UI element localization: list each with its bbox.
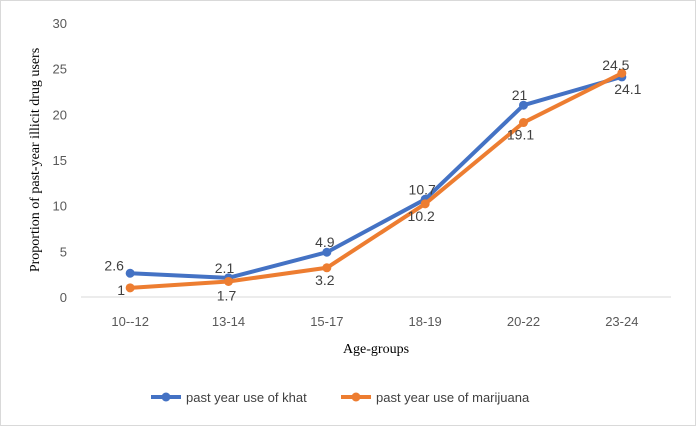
y-tick-label: 0 [60,290,67,305]
x-axis-ticks: 10--12 13-14 15-17 18-19 20-22 23-24 [111,314,638,329]
data-label: 19.1 [507,127,534,143]
data-label: 24.1 [614,81,641,97]
y-tick-label: 25 [53,62,67,77]
y-tick-label: 5 [60,244,67,259]
data-point [125,283,135,293]
series-line-1 [128,74,624,280]
y-axis-ticks: 0 5 10 15 20 25 30 [53,16,67,305]
legend-swatch-marker [161,392,171,402]
x-tick-label: 10--12 [111,314,149,329]
data-point [224,276,233,286]
data-point [322,263,332,273]
x-tick-label: 20-22 [507,314,540,329]
x-axis-title: Age-groups [343,342,409,357]
data-label: 2.6 [104,257,124,273]
data-label: 3.2 [315,272,335,288]
data-point [420,199,430,209]
series-lines [125,68,627,293]
data-labels: 2.6 2.1 4.9 10.7 21 24.1 1 1.7 3.2 10.2 19.1 24.5 [104,57,641,303]
data-label: 21 [512,87,528,103]
data-label: 1.7 [217,287,237,303]
x-tick-label: 13-14 [212,314,245,329]
x-tick-label: 15-17 [310,314,343,329]
x-tick-label: 18-19 [409,314,442,329]
data-point [519,118,528,128]
data-point [519,100,528,110]
data-label: 4.9 [315,234,335,250]
y-tick-label: 10 [53,199,67,214]
data-label: 2.1 [215,260,235,276]
data-point [125,268,135,278]
data-label: 10.7 [409,181,436,197]
data-point [322,247,332,257]
data-label: 1 [117,282,125,298]
legend-label: past year use of marijuana [376,390,530,405]
legend-label: past year use of khat [186,390,307,405]
data-label: 24.5 [602,57,629,73]
x-tick-label: 23-24 [605,314,638,329]
y-tick-label: 30 [53,16,67,31]
series-line-2 [128,71,624,290]
data-point [617,68,627,78]
legend: past year use of khat past year use of ma… [151,390,530,405]
y-tick-label: 15 [53,153,67,168]
legend-swatch-marker [351,392,361,402]
y-tick-label: 20 [53,107,67,122]
data-label: 10.2 [408,208,435,224]
y-axis-title: Proportion of past-year illicit drug use… [28,48,43,272]
